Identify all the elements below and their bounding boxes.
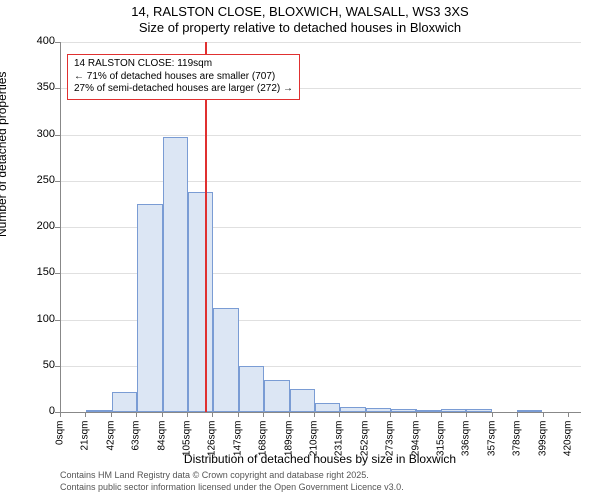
x-tick-label: 0sqm [55, 421, 66, 481]
histogram-bar [315, 403, 340, 412]
x-tick-mark [289, 412, 290, 417]
x-tick-label: 399sqm [537, 421, 548, 481]
x-tick-mark [111, 412, 112, 417]
histogram-bar [264, 380, 289, 412]
y-tick-mark [55, 181, 60, 182]
x-tick-mark [85, 412, 86, 417]
x-tick-label: 63sqm [131, 421, 142, 481]
y-tick-label: 250 [15, 174, 55, 186]
x-tick-mark [390, 412, 391, 417]
y-tick-mark [55, 227, 60, 228]
x-tick-label: 420sqm [562, 421, 573, 481]
x-tick-mark [162, 412, 163, 417]
y-tick-mark [55, 273, 60, 274]
x-tick-mark [416, 412, 417, 417]
x-tick-mark [543, 412, 544, 417]
gridline [61, 181, 581, 182]
y-tick-label: 0 [15, 405, 55, 417]
histogram-bar [137, 204, 162, 412]
x-tick-label: 105sqm [181, 421, 192, 481]
histogram-bar [86, 410, 111, 412]
y-tick-mark [55, 366, 60, 367]
x-tick-label: 147sqm [232, 421, 243, 481]
histogram-bar [188, 192, 213, 412]
x-tick-label: 378sqm [512, 421, 523, 481]
y-tick-mark [55, 88, 60, 89]
histogram-bar [239, 366, 264, 412]
footer-line-2: Contains public sector information licen… [60, 482, 404, 492]
x-tick-label: 168sqm [258, 421, 269, 481]
x-tick-label: 210sqm [308, 421, 319, 481]
histogram-bar [441, 409, 466, 412]
y-tick-mark [55, 135, 60, 136]
y-tick-label: 50 [15, 359, 55, 371]
x-tick-label: 84sqm [156, 421, 167, 481]
histogram-bar [163, 137, 188, 412]
gridline [61, 135, 581, 136]
y-tick-label: 300 [15, 128, 55, 140]
x-tick-mark [517, 412, 518, 417]
histogram-bar [213, 308, 238, 412]
x-tick-mark [339, 412, 340, 417]
histogram-bar [112, 392, 137, 412]
x-tick-label: 294sqm [410, 421, 421, 481]
x-tick-mark [314, 412, 315, 417]
x-tick-mark [365, 412, 366, 417]
x-tick-mark [60, 412, 61, 417]
gridline [61, 42, 581, 43]
x-tick-mark [238, 412, 239, 417]
y-tick-label: 400 [15, 35, 55, 47]
y-tick-label: 350 [15, 81, 55, 93]
x-tick-mark [187, 412, 188, 417]
x-tick-label: 189sqm [283, 421, 294, 481]
histogram-bar [366, 408, 391, 412]
annotation-box: 14 RALSTON CLOSE: 119sqm← 71% of detache… [67, 54, 300, 100]
y-tick-label: 150 [15, 266, 55, 278]
x-tick-label: 357sqm [486, 421, 497, 481]
x-tick-label: 42sqm [105, 421, 116, 481]
x-tick-label: 315sqm [435, 421, 446, 481]
y-axis-label: Number of detached properties [0, 72, 9, 237]
annotation-line: ← 71% of detached houses are smaller (70… [74, 71, 293, 84]
page-subtitle: Size of property relative to detached ho… [0, 20, 600, 35]
annotation-line: 27% of semi-detached houses are larger (… [74, 83, 293, 96]
x-tick-mark [568, 412, 569, 417]
histogram-bar [517, 410, 542, 412]
histogram-bar [290, 389, 315, 412]
x-tick-mark [466, 412, 467, 417]
histogram-bar [415, 410, 440, 412]
x-tick-label: 336sqm [461, 421, 472, 481]
x-tick-mark [263, 412, 264, 417]
y-tick-label: 100 [15, 313, 55, 325]
x-tick-mark [441, 412, 442, 417]
x-tick-label: 21sqm [80, 421, 91, 481]
y-tick-label: 200 [15, 220, 55, 232]
y-tick-mark [55, 42, 60, 43]
annotation-line: 14 RALSTON CLOSE: 119sqm [74, 58, 293, 71]
histogram-bar [391, 409, 416, 412]
histogram-bar [340, 407, 365, 412]
x-tick-mark [136, 412, 137, 417]
x-tick-mark [212, 412, 213, 417]
x-tick-mark [492, 412, 493, 417]
x-tick-label: 273sqm [385, 421, 396, 481]
x-tick-label: 252sqm [359, 421, 370, 481]
histogram-bar [466, 409, 491, 412]
x-tick-label: 231sqm [334, 421, 345, 481]
y-tick-mark [55, 320, 60, 321]
x-tick-label: 126sqm [207, 421, 218, 481]
histogram-plot: 14 RALSTON CLOSE: 119sqm← 71% of detache… [60, 42, 581, 413]
page-title: 14, RALSTON CLOSE, BLOXWICH, WALSALL, WS… [0, 4, 600, 19]
